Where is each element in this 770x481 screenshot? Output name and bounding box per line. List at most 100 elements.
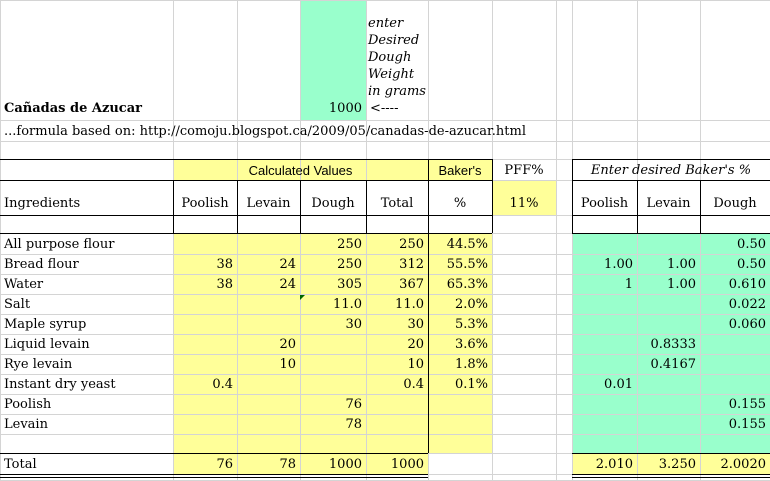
grid-line <box>300 0 301 480</box>
enter-poolish-value[interactable] <box>572 414 637 434</box>
dough-value: 11.0 <box>333 297 362 312</box>
border-line <box>0 180 492 181</box>
border-line <box>572 233 770 234</box>
enter-levain-value[interactable] <box>637 294 700 314</box>
enter-poolish-value[interactable]: 1 <box>624 277 633 292</box>
poolish-value <box>173 233 237 254</box>
grid-line <box>492 0 493 480</box>
enter-levain-value[interactable] <box>637 414 700 434</box>
total-e-poolish: 2.010 <box>595 456 633 472</box>
enter-levain-value[interactable] <box>637 314 700 334</box>
ingredient-name <box>0 434 173 453</box>
enter-poolish-value[interactable] <box>572 354 637 374</box>
enter-dough-value[interactable] <box>700 354 770 374</box>
total-e-dough: 2.0020 <box>720 456 767 472</box>
enter-levain-value[interactable]: 1.00 <box>667 277 696 292</box>
enter-poolish-value[interactable] <box>572 314 637 334</box>
poolish-value: 38 <box>216 257 233 272</box>
border-line <box>572 159 573 233</box>
border-line <box>0 477 428 478</box>
ingredient-name: Water <box>4 277 44 292</box>
bakers-header-fill <box>428 159 492 180</box>
levain-value: 20 <box>279 337 296 352</box>
border-line <box>0 453 428 454</box>
enter-poolish-value[interactable]: 0.01 <box>604 377 633 392</box>
bakers-percent-value <box>428 434 492 453</box>
border-line <box>637 180 638 233</box>
border-line <box>0 159 492 160</box>
border-line <box>572 477 770 478</box>
dough-value <box>300 354 366 374</box>
enter-poolish-value[interactable] <box>572 233 637 254</box>
ingredient-name: Instant dry yeast <box>4 377 116 392</box>
enter-dough-value[interactable]: 0.155 <box>728 397 766 412</box>
bakers-percent-value: 2.0% <box>454 297 488 312</box>
poolish-value: 0.4 <box>212 377 233 392</box>
enter-dough-value[interactable]: 0.50 <box>737 257 766 272</box>
bakers-percent-value: 44.5% <box>446 236 488 252</box>
enter-bakers-header: Enter desired Baker's % <box>590 162 752 178</box>
border-line <box>572 159 770 160</box>
enter-dough-value[interactable]: 0.155 <box>728 417 766 432</box>
enter-dough-value[interactable]: 0.50 <box>737 236 766 252</box>
enter-levain-value[interactable]: 0.4167 <box>650 357 697 372</box>
levain-value <box>237 414 300 434</box>
weight-input-fill <box>300 0 366 120</box>
poolish-value <box>173 354 237 374</box>
total-value: 312 <box>399 257 424 272</box>
enter-dough-value[interactable]: 0.610 <box>728 277 766 292</box>
enter-dough-value[interactable] <box>700 374 770 394</box>
border-line <box>572 180 770 181</box>
enter-dough-value[interactable]: 0.060 <box>728 317 766 332</box>
ingredient-name: Poolish <box>4 397 52 412</box>
enter-dough-value[interactable] <box>700 334 770 354</box>
ingredient-name: Salt <box>4 297 31 312</box>
ingredient-name: Bread flour <box>4 257 79 272</box>
bakers-percent-value: 0.1% <box>454 377 488 392</box>
enter-levain-value[interactable]: 0.8333 <box>650 337 697 352</box>
border-line <box>173 180 174 233</box>
total-poolish: 76 <box>216 456 233 472</box>
col-header-ingredients: Ingredients <box>4 195 81 211</box>
grid-line <box>0 394 770 395</box>
border-line <box>0 474 428 475</box>
grid-line <box>0 141 770 142</box>
bakers-percent-value <box>428 414 492 434</box>
total-dough: 1000 <box>328 456 362 472</box>
enter-levain-value[interactable] <box>637 394 700 414</box>
total-value: 367 <box>399 277 424 292</box>
levain-value <box>237 374 300 394</box>
enter-levain-value[interactable] <box>637 374 700 394</box>
poolish-value <box>173 294 237 314</box>
col-header-total: Total <box>380 195 414 211</box>
levain-value: 10 <box>279 357 296 372</box>
levain-value <box>237 434 300 453</box>
enter-levain-value[interactable] <box>637 434 700 453</box>
grid-line <box>572 0 573 480</box>
formula-source-note: ...formula based on: http://comoju.blogs… <box>4 123 526 139</box>
enter-levain-value[interactable] <box>637 233 700 254</box>
levain-value <box>237 294 300 314</box>
ingredient-name: Liquid levain <box>4 337 90 352</box>
enter-poolish-value[interactable]: 1.00 <box>604 257 633 272</box>
enter-poolish-value[interactable] <box>572 294 637 314</box>
grid-line <box>0 334 770 335</box>
desired-weight-input[interactable]: 1000 <box>328 101 362 116</box>
enter-poolish-value[interactable] <box>572 394 637 414</box>
col-header-levain: Levain <box>246 195 291 211</box>
total-total: 1000 <box>390 456 424 472</box>
enter-levain-value[interactable]: 1.00 <box>667 257 696 272</box>
enter-poolish-value[interactable] <box>572 334 637 354</box>
col-header-poolish: Poolish <box>181 195 229 211</box>
pff-header: PFF% <box>504 162 544 178</box>
ingredient-name: Maple syrup <box>4 317 87 332</box>
total-value <box>366 434 428 453</box>
grid-line <box>173 0 174 480</box>
pff-value[interactable]: 11% <box>509 195 539 211</box>
enter-dough-value[interactable]: 0.022 <box>728 297 766 312</box>
grid-line <box>0 0 1 480</box>
enter-poolish-value[interactable] <box>572 434 637 453</box>
enter-dough-value[interactable] <box>700 434 770 453</box>
grid-line <box>0 120 770 121</box>
bakers-percent-value: 3.6% <box>454 337 488 352</box>
